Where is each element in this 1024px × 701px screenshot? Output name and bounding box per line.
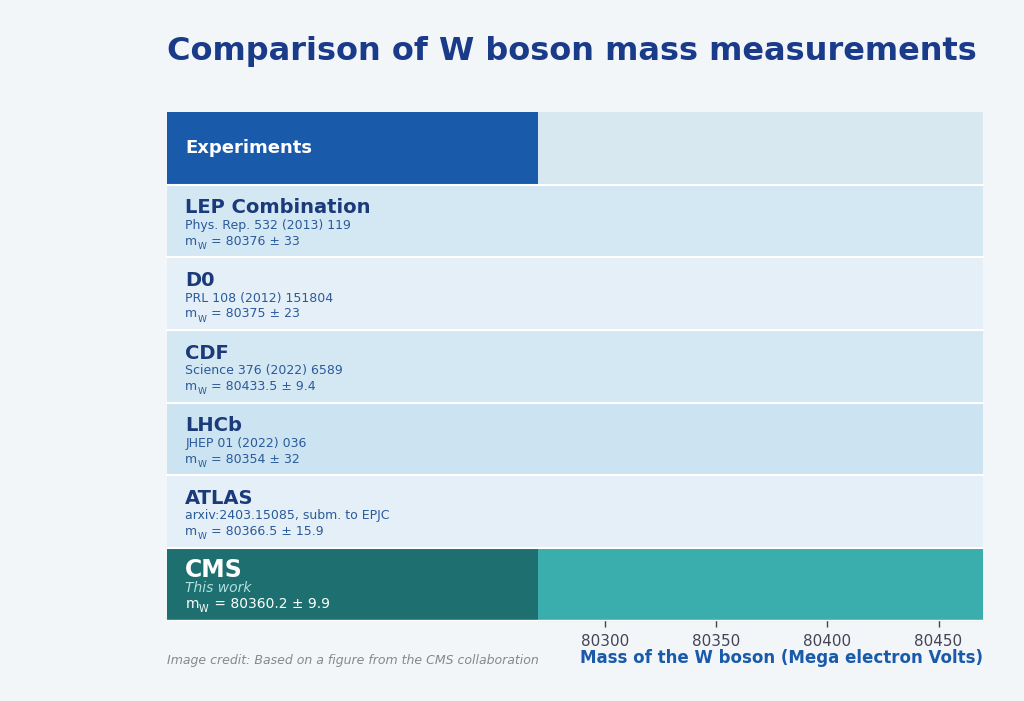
Text: CDF: CDF [185,343,229,362]
Text: ATLAS: ATLAS [185,489,254,508]
Text: = 80433.5 ± 9.4: = 80433.5 ± 9.4 [207,380,315,393]
Text: W: W [198,387,207,396]
Text: m: m [185,597,199,611]
Text: LHCb: LHCb [185,416,243,435]
Text: W: W [198,315,207,324]
Bar [717,576,761,592]
Text: m: m [185,235,198,248]
Bar [721,286,823,301]
Text: This work: This work [185,580,252,594]
Text: m: m [185,453,198,465]
Text: m: m [185,525,198,538]
Text: W: W [198,532,207,541]
Text: W: W [199,604,209,615]
Text: Standard Model prediction: Standard Model prediction [740,142,918,155]
Text: = 80375 ± 23: = 80375 ± 23 [207,308,300,320]
Text: = 80360.2 ± 9.9: = 80360.2 ± 9.9 [210,597,330,611]
Text: Comparison of W boson mass measurements: Comparison of W boson mass measurements [167,36,977,67]
Bar [718,503,788,519]
Text: m: m [185,308,198,320]
Bar [654,431,797,447]
Text: W: W [198,460,207,469]
Bar [719,112,745,620]
Text: W: W [198,242,207,251]
Text: = 80376 ± 33: = 80376 ± 33 [207,235,300,248]
Text: arxiv:2403.15085, subm. to EPJC: arxiv:2403.15085, subm. to EPJC [185,510,390,522]
Text: LEP Combination: LEP Combination [185,198,371,217]
Text: JHEP 01 (2022) 036: JHEP 01 (2022) 036 [185,437,307,450]
Text: Image credit: Based on a figure from the CMS collaboration: Image credit: Based on a figure from the… [167,654,539,667]
Text: = 80354 ± 32: = 80354 ± 32 [207,453,300,465]
Text: Mass of the W boson (Mega electron Volts): Mass of the W boson (Mega electron Volts… [580,649,983,667]
Text: Science 376 (2022) 6589: Science 376 (2022) 6589 [185,364,343,377]
Text: Experiments: Experiments [185,139,312,158]
Text: D0: D0 [185,271,215,290]
Text: m: m [185,380,198,393]
Text: CMS: CMS [185,557,243,582]
Text: Phys. Rep. 532 (2013) 119: Phys. Rep. 532 (2013) 119 [185,219,351,232]
Text: PRL 108 (2012) 151804: PRL 108 (2012) 151804 [185,292,334,304]
Text: = 80366.5 ± 15.9: = 80366.5 ± 15.9 [207,525,324,538]
Bar [881,358,923,374]
Bar [700,213,848,229]
